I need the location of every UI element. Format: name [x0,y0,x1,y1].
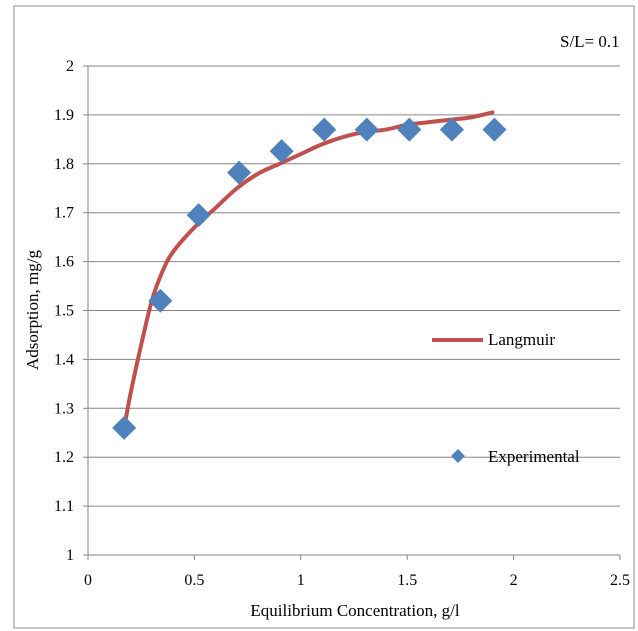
experimental-point [397,117,422,142]
y-tick-label: 1.1 [54,498,74,515]
x-tick-label: 2 [510,572,518,589]
y-tick-label: 2 [66,58,74,75]
series-langmuir [122,110,495,430]
axes [83,65,621,560]
y-tick-label: 1.8 [54,156,74,173]
x-tick-label: 1.5 [397,572,417,589]
experimental-point [148,288,173,313]
legend-label-langmuir: Langmuir [488,330,555,349]
x-tick-label: 2.5 [610,572,630,589]
experimental-point [439,117,464,142]
chart-frame [13,5,635,629]
y-axis-title: Adsorption, mg/g [23,250,42,370]
experimental-point [312,117,337,142]
y-tick-label: 1.4 [54,351,74,368]
x-tick-label: 0 [84,572,92,589]
y-tick-label: 1 [66,547,74,564]
experimental-point [227,160,252,185]
experimental-point [482,117,507,142]
y-tick-labels: 1 1.1 1.2 1.3 1.4 1.5 1.6 1.7 1.8 1.9 2 [54,58,74,564]
experimental-point [354,117,379,142]
grid [88,65,620,507]
y-tick-label: 1.2 [54,449,74,466]
y-tick-label: 1.3 [54,400,74,417]
experimental-point [112,415,137,440]
experimental-point [269,139,294,164]
annotation-sl: S/L= 0.1 [560,32,620,51]
y-tick-label: 1.6 [54,254,74,271]
x-axis-title: Equilibrium Concentration, g/l [250,601,459,620]
x-tick-label: 0.5 [184,572,204,589]
legend-marker-experimental [451,449,465,463]
experimental-point [186,203,211,228]
y-tick-label: 1.9 [54,107,74,124]
series-experimental [112,117,507,440]
x-tick-label: 1 [297,572,305,589]
x-tick-labels: 0 0.5 1 1.5 2 2.5 [84,572,630,589]
y-tick-label: 1.7 [54,205,74,222]
langmuir-curve [122,110,495,430]
legend-label-experimental: Experimental [488,447,580,466]
y-tick-label: 1.5 [54,303,74,320]
legend: Langmuir Experimental [432,330,580,466]
